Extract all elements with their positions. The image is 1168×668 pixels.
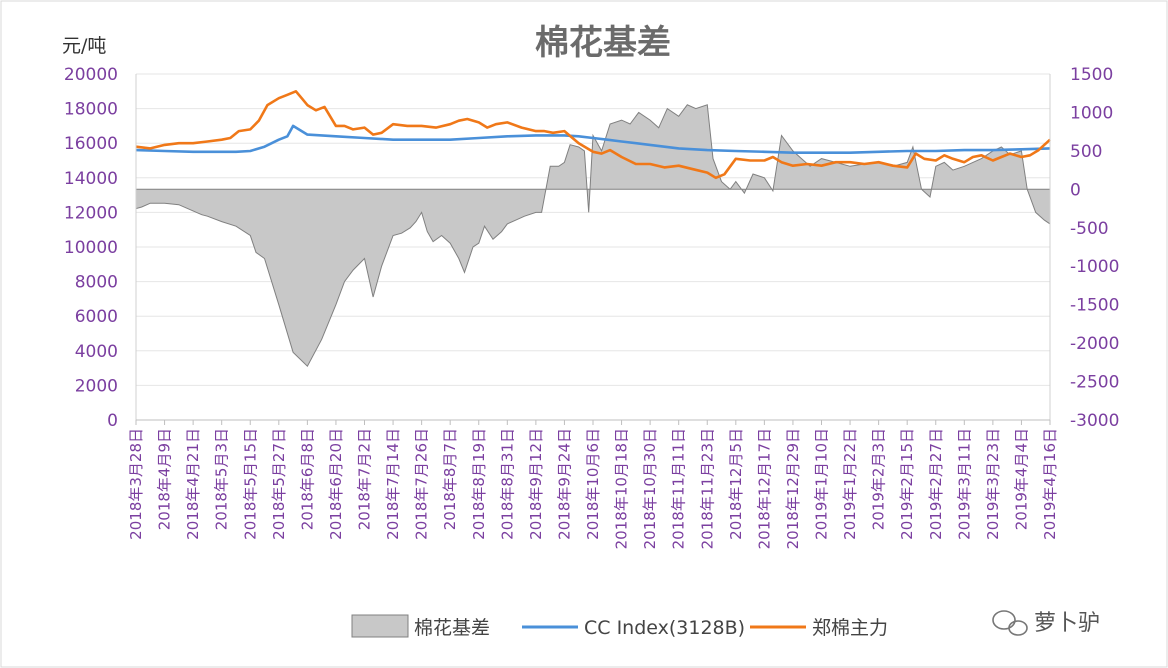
y-right-tick-label: -3000 <box>1070 411 1119 431</box>
x-tick-label: 2018年4月9日 <box>156 428 174 530</box>
x-tick-label: 2018年7月26日 <box>413 428 431 540</box>
x-tick-label: 2018年12月5日 <box>727 428 745 540</box>
x-tick-label: 2019年3月11日 <box>955 428 973 540</box>
x-tick-label: 2018年10月6日 <box>584 428 602 540</box>
y-right-tick-label: 1500 <box>1070 65 1113 85</box>
x-tick-label: 2018年5月3日 <box>213 428 231 530</box>
legend-label-zz: 郑棉主力 <box>812 617 888 639</box>
legend: 棉花基差 CC Index(3128B) 郑棉主力 <box>351 614 888 639</box>
x-axis: 2018年3月28日 2018年4月9日 2018年4月21日 2018年5月3日 20… <box>127 419 1059 549</box>
series-zz-main-line <box>135 90 1051 180</box>
x-tick-label: 2018年6月8日 <box>298 428 316 530</box>
x-tick-label: 2019年3月23日 <box>984 428 1002 540</box>
x-tick-label: 2018年12月29日 <box>784 428 802 549</box>
x-tick-label: 2018年5月27日 <box>270 428 288 540</box>
watermark-text: 萝卜驴 <box>1034 611 1100 636</box>
x-tick-label: 2018年11月23日 <box>698 428 716 549</box>
y-left-tick-label: 16000 <box>64 134 118 154</box>
y-left-tick-label: 14000 <box>64 169 118 189</box>
x-tick-label: 2018年5月15日 <box>241 428 259 540</box>
wechat-icon <box>992 610 1028 636</box>
legend-label-basis: 棉花基差 <box>414 617 490 639</box>
x-tick-label: 2018年8月7日 <box>441 428 459 530</box>
y-left-tick-label: 18000 <box>64 100 118 120</box>
x-tick-label: 2018年3月28日 <box>127 428 145 540</box>
y-right-axis: -3000 -2500 -2000 -1500 -1000 -500 0 500 1000 150… <box>1049 65 1119 431</box>
x-tick-label: 2018年10月18日 <box>613 428 631 549</box>
x-tick-label: 2019年2月3日 <box>870 428 888 530</box>
x-tick-label: 2018年4月21日 <box>184 428 202 540</box>
x-tick-label: 2018年6月20日 <box>327 428 345 540</box>
y-left-tick-label: 8000 <box>75 273 118 293</box>
x-tick-label: 2019年1月10日 <box>813 428 831 540</box>
y-right-tick-label: 0 <box>1070 180 1081 200</box>
y-left-tick-label: 12000 <box>64 203 118 223</box>
x-tick-label: 2019年2月27日 <box>927 428 945 540</box>
x-tick-label: 2019年2月15日 <box>898 428 916 540</box>
y-right-tick-label: 1000 <box>1070 103 1113 123</box>
y-left-tick-label: 0 <box>107 411 118 431</box>
y-left-unit: 元/吨 <box>62 35 106 57</box>
legend-swatch-basis <box>351 614 409 638</box>
x-tick-label: 2019年4月4日 <box>1012 428 1030 530</box>
chart-title: 棉花基差 <box>535 23 671 63</box>
y-left-tick-label: 20000 <box>64 65 118 85</box>
x-tick-label: 2018年8月19日 <box>470 428 488 540</box>
x-tick-label: 2018年7月14日 <box>384 428 402 540</box>
y-right-tick-label: -2000 <box>1070 334 1119 354</box>
y-right-tick-label: 500 <box>1070 142 1102 162</box>
x-tick-label: 2019年4月16日 <box>1041 428 1059 540</box>
y-right-tick-label: -500 <box>1070 219 1109 239</box>
x-tick-label: 2018年10月30日 <box>641 428 659 549</box>
watermark: 萝卜驴 <box>992 610 1100 636</box>
series-basis-area <box>135 104 1051 368</box>
x-tick-label: 2018年11月11日 <box>670 428 688 549</box>
y-right-tick-label: -1000 <box>1070 257 1119 277</box>
x-tick-label: 2018年9月12日 <box>527 428 545 540</box>
x-tick-label: 2019年1月22日 <box>841 428 859 540</box>
series-cc-index-line <box>135 124 1051 154</box>
legend-label-cc: CC Index(3128B) <box>584 617 745 639</box>
basis-area-layer <box>135 104 1051 368</box>
x-tick-label: 2018年9月24日 <box>555 428 573 540</box>
y-right-tick-label: -1500 <box>1070 296 1119 316</box>
x-tick-label: 2018年7月2日 <box>356 428 374 530</box>
price-lines-layer <box>135 90 1051 180</box>
y-left-tick-label: 4000 <box>75 342 118 362</box>
x-tick-label: 2018年8月31日 <box>498 428 516 540</box>
y-left-tick-label: 6000 <box>75 307 118 327</box>
y-right-tick-label: -2500 <box>1070 373 1119 393</box>
y-left-axis: 0 2000 4000 6000 8000 10000 12000 14000 16000 180… <box>64 65 137 431</box>
y-left-tick-label: 2000 <box>75 376 118 396</box>
x-tick-label: 2018年12月17日 <box>755 428 773 549</box>
y-left-tick-label: 10000 <box>64 238 118 258</box>
